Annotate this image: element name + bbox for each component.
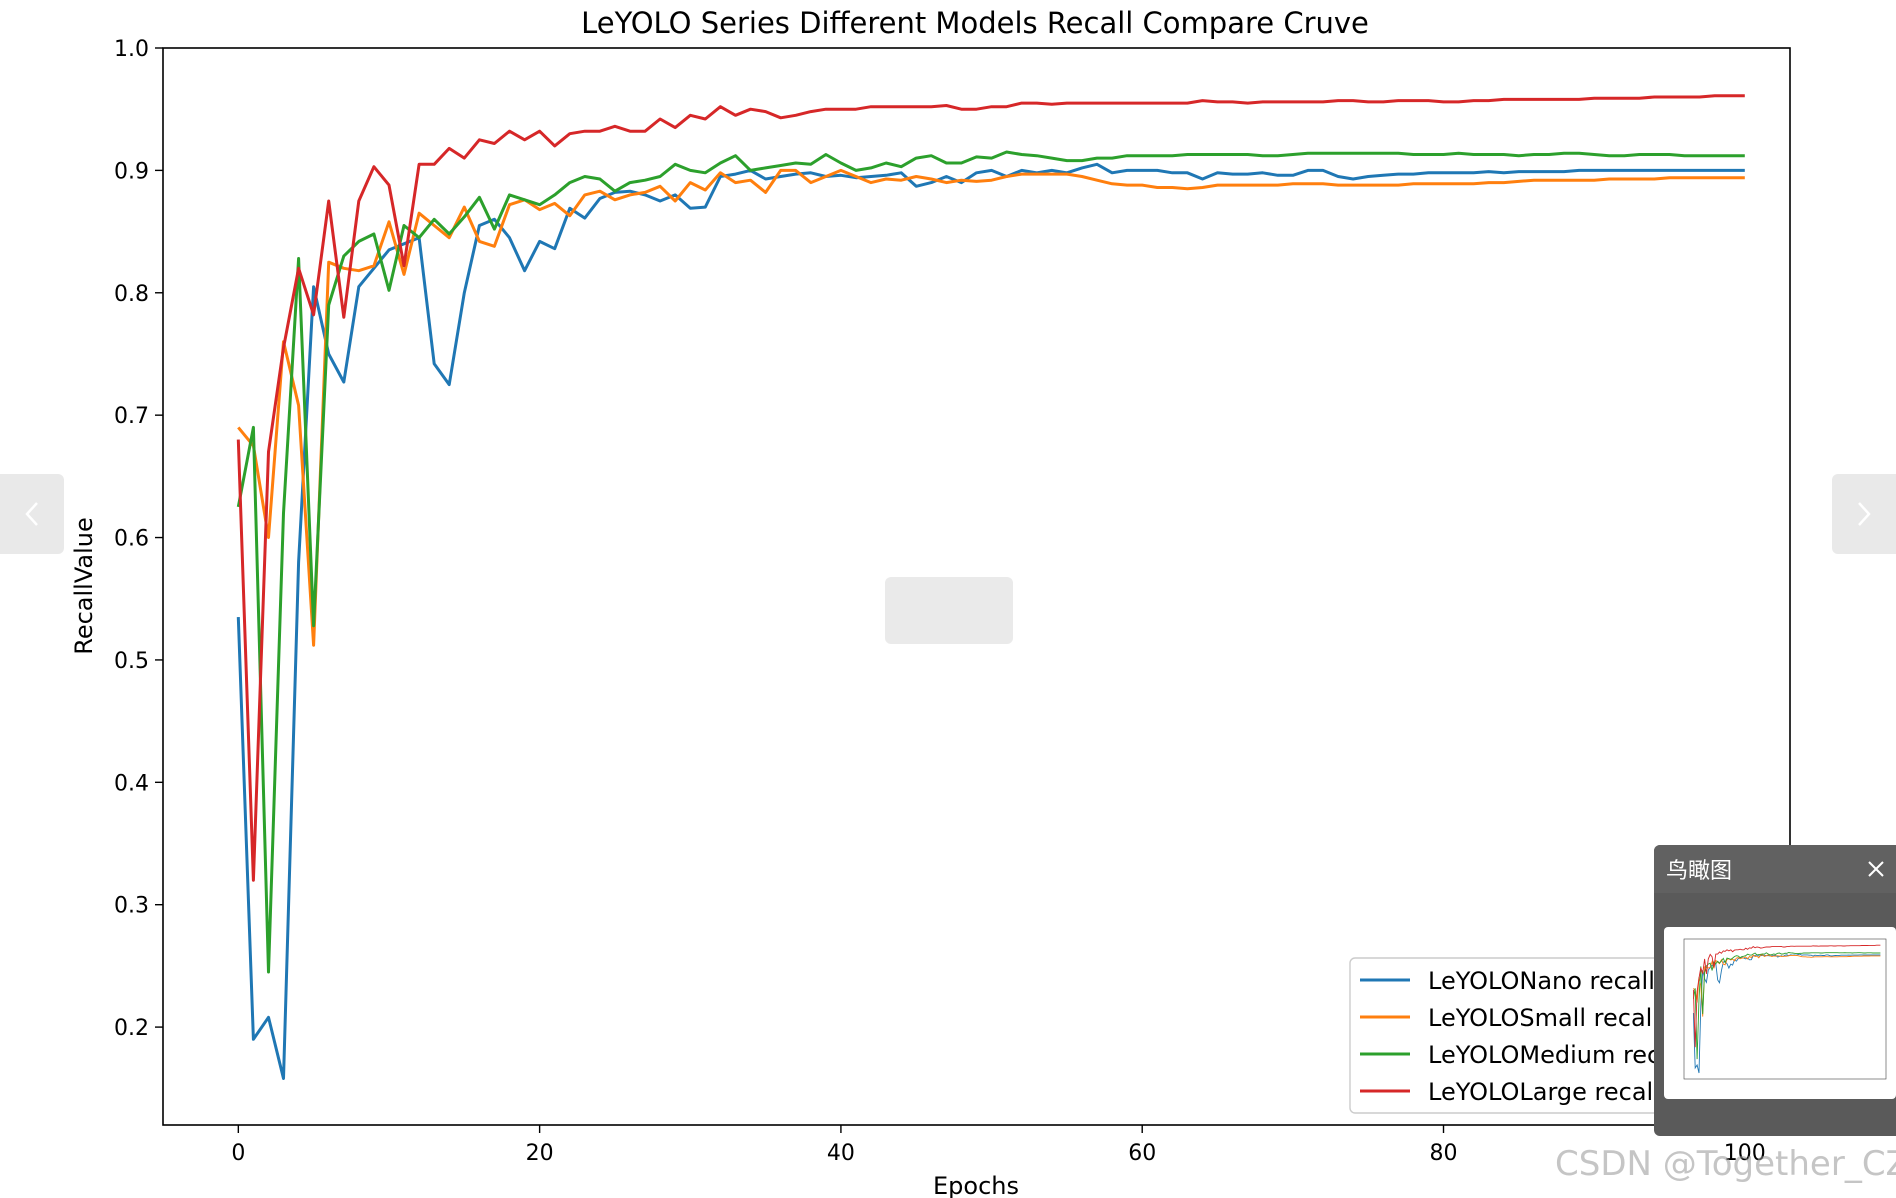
x-tick-label: 80 — [1430, 1141, 1458, 1166]
overview-title: 鸟瞰图 — [1666, 859, 1733, 884]
y-tick-label: 0.6 — [114, 527, 149, 552]
thumbnail-frame — [1683, 938, 1887, 1080]
series-line-3 — [236, 150, 1745, 974]
close-icon — [1868, 861, 1884, 877]
thumbnail-series-3 — [1692, 952, 1881, 1060]
thumbnail-series-2 — [1693, 954, 1881, 1017]
y-tick-label: 0.4 — [114, 771, 149, 796]
legend-label: LeYOLONano recall — [1428, 967, 1655, 995]
series-line-4 — [236, 94, 1745, 882]
legend-label: LeYOLOLarge recall — [1428, 1078, 1660, 1106]
y-tick-label: 0.2 — [114, 1016, 149, 1041]
y-tick-label: 0.7 — [114, 404, 149, 429]
overview-header: 鸟瞰图 — [1654, 845, 1896, 893]
thumbnail-series-4 — [1692, 944, 1881, 1048]
x-tick-label: 60 — [1128, 1141, 1156, 1166]
chevron-right-icon — [1858, 502, 1871, 526]
y-tick-label: 0.8 — [114, 282, 149, 307]
overview-close-button[interactable] — [1856, 849, 1896, 889]
watermark: CSDN @Together_CZ — [1555, 1144, 1896, 1184]
y-axis: 0.2 0.3 0.4 0.5 0.6 0.7 0.8 0.9 1.0 — [114, 37, 163, 1041]
x-axis-label: Epochs — [933, 1172, 1019, 1198]
x-axis: 0 20 40 60 80 100 — [231, 1125, 1766, 1166]
y-tick-label: 0.5 — [114, 649, 149, 674]
y-tick-label: 0.3 — [114, 894, 149, 919]
plot-area — [236, 94, 1745, 1080]
chart-title: LeYOLO Series Different Models Recall Co… — [581, 6, 1369, 40]
y-tick-label: 1.0 — [114, 37, 149, 62]
x-tick-label: 40 — [827, 1141, 855, 1166]
next-image-button[interactable] — [1832, 474, 1896, 554]
x-tick-label: 0 — [231, 1141, 245, 1166]
legend-label: LeYOLOSmall recall — [1428, 1004, 1659, 1032]
x-tick-label: 20 — [526, 1141, 554, 1166]
y-tick-label: 0.9 — [114, 159, 149, 184]
legend-label: LeYOLOMedium recall — [1428, 1041, 1688, 1069]
x-tick-label: 100 — [1724, 1141, 1766, 1166]
thumbnail-series-1 — [1692, 953, 1881, 1074]
plot-frame — [162, 47, 1791, 1126]
thumbnail-chart — [1683, 938, 1887, 1080]
series-line-2 — [237, 168, 1745, 647]
previous-image-button[interactable] — [0, 474, 64, 554]
y-axis-label: RecallValue — [70, 517, 98, 655]
chevron-left-icon — [25, 502, 38, 526]
overview-thumbnail[interactable] — [1664, 927, 1896, 1099]
overview-panel: 鸟瞰图 — [1654, 845, 1896, 1136]
image-loading-overlay — [885, 577, 1013, 644]
